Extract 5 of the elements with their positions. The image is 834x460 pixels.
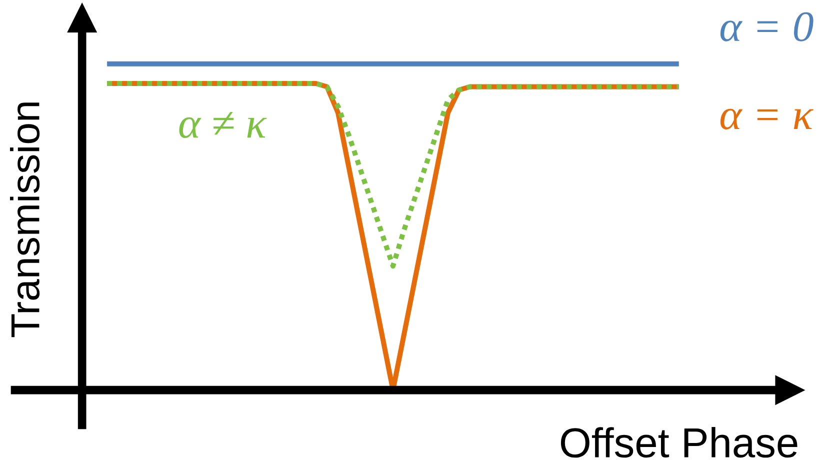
y-axis-title: Transmission [10,102,40,338]
series-label: α = κ [720,108,814,130]
x-axis-title: Offset Phase [560,427,798,458]
series-label: α ≠ κ [179,112,267,138]
series-label: α = 0 [720,12,814,42]
